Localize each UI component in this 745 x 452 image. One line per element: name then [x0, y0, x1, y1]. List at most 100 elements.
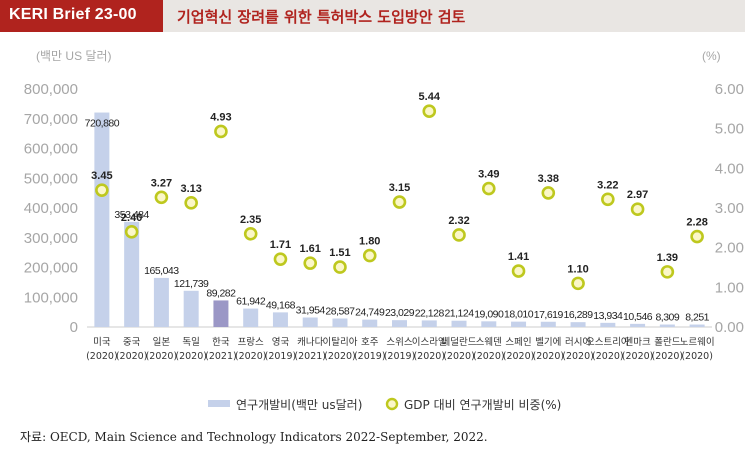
- ratio-value-label: 5.44: [419, 91, 441, 103]
- category-year: (2020): [324, 351, 356, 362]
- right-tick-label: 1.00: [715, 279, 744, 296]
- bar-value-label: 17,619: [534, 309, 564, 321]
- bar: [421, 320, 437, 327]
- ratio-marker: [184, 196, 198, 210]
- report-header: KERI Brief 23-00 기업혁신 장려를 위한 특허박스 도입방안 검…: [0, 0, 745, 32]
- bar-value-label: 49,168: [266, 299, 296, 311]
- right-tick-label: 5.00: [715, 121, 744, 138]
- bar-value-label: 61,942: [236, 296, 266, 308]
- ratio-value-label: 1.10: [567, 263, 588, 275]
- category-year: (2020): [413, 351, 445, 362]
- ratio-value-label: 1.80: [359, 236, 380, 248]
- legend: 연구개발비(백만 us달러) GDP 대비 연구개발비 비중(%): [208, 397, 561, 412]
- bar: [451, 320, 467, 327]
- bar-value-label: 121,739: [174, 278, 209, 290]
- category-name: 오스트리아: [586, 337, 630, 348]
- ratio-marker: [303, 256, 318, 270]
- category-name: 캐나다: [297, 337, 323, 348]
- ratio-marker: [333, 260, 347, 274]
- ratio-value-label: 2.40: [121, 212, 142, 224]
- bar: [511, 321, 527, 327]
- right-tick-label: 3.00: [715, 200, 744, 217]
- category-year: (2020): [652, 351, 684, 362]
- category-year: (2020): [443, 351, 475, 362]
- bar: [124, 221, 140, 327]
- ratio-value-label: 3.45: [91, 170, 112, 182]
- report-title: 기업혁신 장려를 위한 특허박스 도입방안 검토: [177, 8, 466, 26]
- bar: [689, 324, 705, 327]
- ratio-marker: [452, 228, 466, 242]
- ratio-marker: [124, 225, 139, 239]
- category-name: 스위스: [386, 336, 412, 348]
- ratio-value-label: 3.13: [180, 183, 201, 195]
- bar-value-label: 10,546: [623, 311, 653, 323]
- bar: [481, 321, 497, 327]
- ratio-marker: [422, 104, 437, 119]
- ratio-value-label: 2.35: [240, 214, 261, 226]
- ratio-marker: [243, 226, 258, 241]
- title-bar: 기업혁신 장려를 위한 특허박스 도입방안 검토: [163, 0, 745, 32]
- category-name: 이탈리아: [322, 336, 357, 348]
- bar-value-labels: 720,880 353,484 165,043121,73989,28261,942…: [85, 118, 711, 324]
- bar-value-label: 21,124: [444, 308, 474, 320]
- right-axis-ticks: 0.00 1.00 2.00 3.00 4.00 5.00 6.00: [715, 81, 744, 336]
- ratio-value-label: 2.28: [686, 217, 707, 229]
- ratio-value-label: 3.22: [597, 179, 618, 191]
- bar-value-label: 23,029: [385, 307, 415, 319]
- category-name: 독일: [182, 337, 199, 348]
- ratio-value-label: 1.41: [508, 251, 529, 263]
- right-tick-label: 6.00: [715, 81, 744, 98]
- bar-value-label: 720,880: [85, 118, 120, 130]
- category-year: (2020): [473, 351, 505, 362]
- bar: [153, 277, 169, 327]
- brief-badge: KERI Brief 23-00: [0, 0, 163, 32]
- category-name: 스페인: [505, 337, 531, 348]
- category-year: (2020): [681, 351, 713, 362]
- left-tick-label: 200,000: [24, 260, 78, 277]
- bar: [94, 112, 110, 327]
- legend-marker-swatch: [385, 397, 399, 411]
- ratio-value-label: 3.49: [478, 169, 499, 181]
- ratio-marker: [392, 195, 407, 209]
- ratio-marker: [571, 276, 585, 291]
- bar: [362, 319, 378, 327]
- category-year: (2020): [622, 351, 654, 362]
- left-tick-label: 400,000: [24, 200, 78, 217]
- category-year: (2020): [116, 351, 148, 362]
- bar: [570, 322, 586, 327]
- category-name: 폴란드: [654, 336, 680, 348]
- ratio-marker: [481, 181, 496, 196]
- left-tick-label: 700,000: [24, 111, 78, 128]
- category-year: (2021): [294, 351, 326, 362]
- category-name: 벨기에: [535, 337, 561, 348]
- ratio-markers: [95, 104, 704, 291]
- ratio-value-label: 1.51: [329, 247, 350, 259]
- category-name: 네덜란드: [442, 336, 477, 348]
- ratio-value-label: 4.93: [210, 111, 231, 123]
- bar-value-label: 89,282: [206, 287, 236, 299]
- bar: [392, 320, 407, 327]
- right-tick-label: 4.00: [715, 160, 744, 177]
- ratio-marker: [154, 190, 169, 205]
- ratio-marker: [660, 265, 675, 279]
- ratio-marker: [362, 248, 377, 263]
- category-name: 미국: [93, 337, 111, 348]
- bar: [183, 290, 199, 327]
- category-name: 러시아: [565, 337, 591, 348]
- bar-value-label: 8,251: [685, 312, 709, 324]
- right-axis-unit: (%): [702, 49, 721, 63]
- category-year: (2020): [175, 351, 207, 362]
- left-tick-label: 600,000: [24, 141, 78, 158]
- bar-value-label: 8,309: [655, 312, 679, 324]
- bar: [213, 300, 229, 327]
- category-name: 노르웨이: [680, 336, 715, 348]
- category-year: (2020): [533, 351, 565, 362]
- category-year: (2020): [503, 351, 535, 362]
- ratio-value-label: 3.27: [151, 177, 172, 189]
- bar-series: [94, 112, 705, 327]
- ratio-value-label: 3.15: [389, 182, 410, 194]
- category-labels: 미국 (2020) 중국 (2020) 일본 (2020) 독일 (2020) 한국 (2021)…: [86, 336, 715, 362]
- category-name: 영국: [272, 337, 290, 348]
- left-tick-label: 100,000: [24, 289, 78, 306]
- bar-value-label: 165,043: [144, 265, 179, 277]
